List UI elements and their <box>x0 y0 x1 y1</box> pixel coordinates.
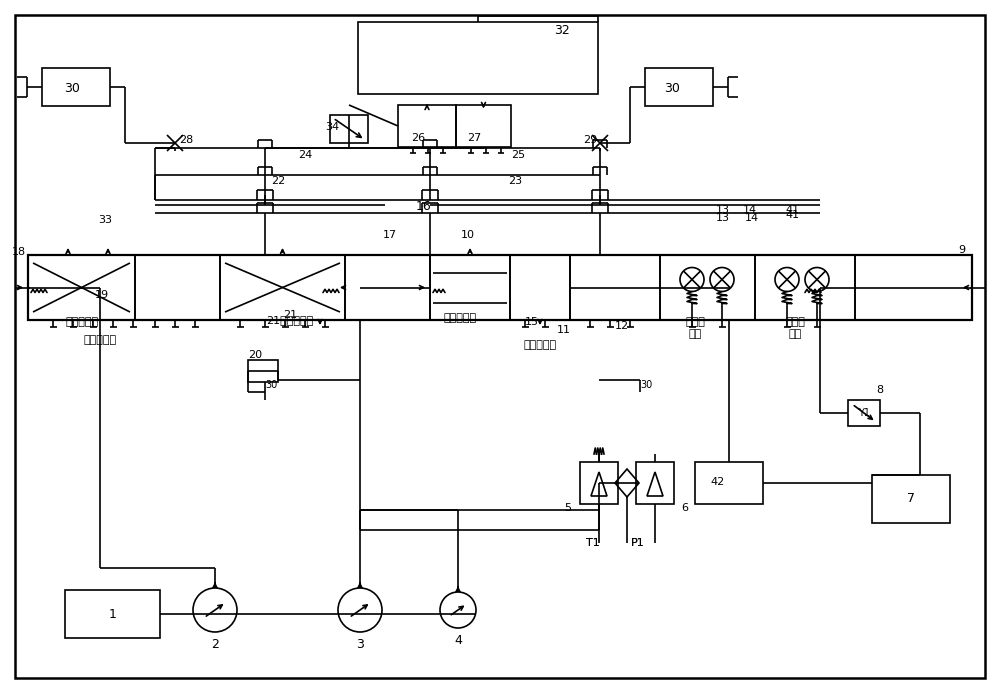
Bar <box>220 255 345 320</box>
Text: 42: 42 <box>711 477 725 487</box>
Text: 17: 17 <box>383 230 397 240</box>
Text: 4: 4 <box>454 633 462 647</box>
Text: 9: 9 <box>958 245 966 255</box>
Text: 13: 13 <box>716 213 730 223</box>
Text: 30: 30 <box>640 380 652 390</box>
Bar <box>42 68 110 106</box>
Bar <box>855 255 972 320</box>
Bar <box>135 255 220 320</box>
Bar <box>330 115 368 143</box>
Text: 5: 5 <box>564 503 572 513</box>
Text: 12: 12 <box>615 321 629 331</box>
Text: 33: 33 <box>98 215 112 225</box>
Bar <box>358 22 598 94</box>
Bar <box>65 590 160 638</box>
Bar <box>510 255 570 320</box>
Text: 1: 1 <box>109 608 116 620</box>
Bar <box>28 255 135 320</box>
Text: T1: T1 <box>586 538 600 548</box>
Bar <box>848 400 880 426</box>
Text: 内收工作位: 内收工作位 <box>65 317 99 327</box>
Bar <box>398 105 456 147</box>
Text: 怎速工作位: 怎速工作位 <box>83 335 117 345</box>
Text: 13: 13 <box>716 205 730 215</box>
Text: 8: 8 <box>876 385 884 395</box>
Text: 21外摇工作位: 21外摇工作位 <box>266 315 314 325</box>
Bar <box>28 255 972 320</box>
Text: 15: 15 <box>525 317 539 327</box>
Bar <box>456 105 511 147</box>
Text: 16: 16 <box>416 200 432 213</box>
Text: 轻载工
作位: 轻载工 作位 <box>685 317 705 339</box>
Bar <box>570 255 660 320</box>
Text: 外摇工作位: 外摇工作位 <box>443 313 477 323</box>
Text: 7: 7 <box>907 493 915 505</box>
Text: 41: 41 <box>785 210 799 220</box>
Text: 25: 25 <box>511 150 525 160</box>
Text: 28: 28 <box>179 135 193 145</box>
Text: 23: 23 <box>508 176 522 186</box>
Text: 26: 26 <box>411 133 425 143</box>
Text: 29: 29 <box>583 135 597 145</box>
Bar <box>872 475 950 523</box>
Bar <box>645 68 713 106</box>
Text: 27: 27 <box>467 133 481 143</box>
Text: 14: 14 <box>745 213 759 223</box>
Text: 18: 18 <box>12 247 26 257</box>
Text: 20: 20 <box>248 350 262 360</box>
Bar <box>430 255 510 320</box>
Bar <box>345 255 430 320</box>
Bar <box>248 360 278 382</box>
Bar <box>636 462 674 504</box>
Text: 24: 24 <box>298 150 312 160</box>
Bar <box>755 255 855 320</box>
Bar <box>580 462 618 504</box>
Text: 34: 34 <box>325 122 339 132</box>
Text: 41: 41 <box>785 205 799 215</box>
Text: 3: 3 <box>356 638 364 651</box>
Text: Y1: Y1 <box>858 408 870 418</box>
Text: 重载工
作位: 重载工 作位 <box>785 317 805 339</box>
Text: 22: 22 <box>271 176 285 186</box>
Text: 30: 30 <box>265 380 277 390</box>
Text: 2: 2 <box>211 638 219 651</box>
Text: 11: 11 <box>557 325 571 335</box>
Text: P1: P1 <box>631 538 645 548</box>
Text: 21: 21 <box>283 310 297 320</box>
Text: 10: 10 <box>461 230 475 240</box>
Text: 14: 14 <box>743 205 757 215</box>
Text: 32: 32 <box>554 24 570 37</box>
Bar <box>660 255 755 320</box>
Text: 30: 30 <box>664 82 680 94</box>
Text: 6: 6 <box>682 503 688 513</box>
Text: 19: 19 <box>95 290 109 300</box>
Text: 怎速工作位: 怎速工作位 <box>523 340 557 350</box>
Text: T1: T1 <box>586 538 600 548</box>
Text: P1: P1 <box>631 538 645 548</box>
Bar <box>695 462 763 504</box>
Text: 30: 30 <box>64 82 80 94</box>
